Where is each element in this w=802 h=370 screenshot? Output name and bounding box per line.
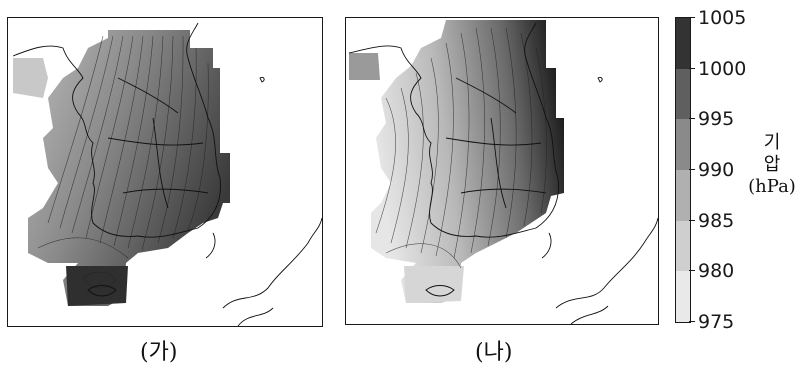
pressure-field-na-west (349, 53, 380, 80)
coastline-na (348, 22, 658, 324)
colorbar-tick-label: 995 (698, 108, 735, 131)
colorbar-tick-label: 985 (698, 209, 735, 232)
colorbar-segment (676, 220, 690, 272)
colorbar-segment (676, 271, 690, 322)
colorbar-segment (676, 68, 690, 120)
colorbar-tick-mark (689, 219, 695, 221)
colorbar-segment (676, 18, 690, 69)
pressure-field-na-south (404, 266, 464, 303)
map-panel-na (345, 17, 659, 325)
colorbar-tick-label: 1000 (698, 57, 747, 80)
colorbar-tick-mark (689, 67, 695, 69)
colorbar-segment (676, 119, 690, 170)
caption-ga: (가) (140, 340, 178, 365)
colorbar-tick-mark (689, 17, 695, 18)
pressure-colorbar (675, 17, 691, 323)
isobars-ga (37, 35, 209, 289)
colorbar-title: 기 압 (hPa) (742, 132, 802, 198)
colorbar-tick-label: 990 (698, 159, 735, 181)
coastline-ga (12, 22, 322, 326)
isobars-na (375, 27, 547, 269)
colorbar-tick-mark (689, 169, 695, 170)
caption-na: (나) (475, 340, 513, 365)
colorbar-segment (676, 170, 690, 221)
map-panel-ga (7, 17, 323, 327)
pressure-map-na (348, 20, 658, 324)
colorbar-unit: (hPa) (748, 176, 796, 197)
pressure-map-ga (12, 22, 322, 326)
colorbar-tick-label: 980 (698, 260, 735, 283)
pressure-field-ga (28, 30, 230, 306)
pressure-field-ga-west (13, 58, 48, 98)
colorbar-tick-mark (689, 270, 695, 272)
colorbar-tick-label: 975 (698, 311, 735, 333)
colorbar-tick-mark (689, 321, 695, 322)
colorbar-title-line2: 압 (763, 154, 781, 175)
colorbar-title-line1: 기 (763, 132, 781, 153)
colorbar-tick-mark (689, 118, 695, 120)
colorbar-tick-label: 1005 (698, 7, 747, 29)
